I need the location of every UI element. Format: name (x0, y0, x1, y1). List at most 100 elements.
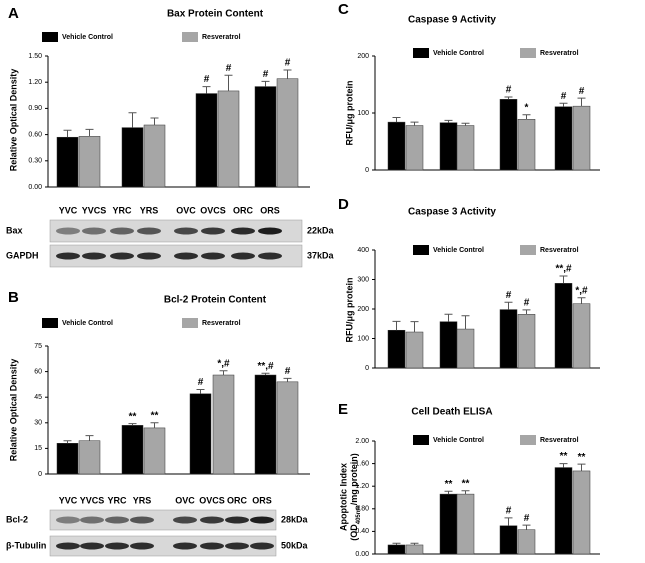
lane-label: ORS (260, 205, 280, 215)
bar (387, 121, 406, 171)
blot-band (173, 516, 197, 524)
blot-band (80, 516, 104, 524)
error-bar (577, 297, 586, 304)
bar (572, 470, 591, 555)
y-tick-label: 100 (357, 110, 369, 117)
legend-label: Resveratrol (202, 34, 241, 41)
y-tick-label: 0.00 (28, 184, 42, 191)
y-tick-label: 75 (34, 343, 42, 350)
blot-band (173, 542, 197, 550)
bar (499, 525, 518, 555)
blot-band (258, 252, 282, 260)
blot-band (201, 252, 225, 260)
error-bar (504, 517, 513, 526)
lane-label: ORC (227, 495, 248, 505)
y-tick-label: 1.60 (355, 460, 369, 467)
error-bar (444, 119, 453, 123)
error-bar (224, 74, 233, 91)
bar (554, 467, 573, 555)
error-bar (444, 313, 453, 322)
significance-mark: # (506, 505, 512, 516)
chart-title: Caspase 3 Activity (408, 207, 496, 218)
y-axis-label: Relative Optical Density (8, 69, 18, 172)
y-tick-label: 0.30 (28, 158, 42, 165)
error-bar (461, 122, 470, 126)
y-tick-label: 0.90 (28, 105, 42, 112)
error-bar (261, 80, 270, 87)
chart-title: Bax Protein Content (167, 9, 264, 20)
significance-mark: # (285, 366, 291, 377)
blot-row-label: Bcl-2 (6, 514, 28, 524)
bar (195, 93, 218, 188)
error-bar (128, 112, 137, 128)
bar (456, 328, 475, 369)
blot-strip (49, 535, 277, 557)
legend-swatch (520, 435, 536, 445)
error-bar (504, 301, 513, 310)
legend-swatch (182, 32, 198, 42)
bar (456, 493, 475, 555)
y-tick-label: 2.00 (355, 438, 369, 445)
y-tick-label: 60 (34, 368, 42, 375)
y-axis-label-part: (OD (349, 524, 359, 541)
bar (217, 90, 240, 188)
bar (517, 119, 536, 171)
error-bar (392, 542, 401, 545)
y-axis-label: Relative Optical Density (8, 359, 18, 462)
blot-size-label: 37kDa (307, 250, 335, 260)
significance-mark: # (524, 513, 530, 524)
blot-row-label: GAPDH (6, 250, 39, 260)
panel-letter: D (338, 196, 349, 213)
legend-label: Resveratrol (202, 320, 241, 327)
bar (143, 427, 166, 475)
bar (78, 440, 101, 475)
significance-mark: # (198, 377, 204, 388)
bar (456, 125, 475, 171)
y-axis-label-line: Apoptotic Index (338, 463, 348, 531)
bar (554, 283, 573, 369)
panel-letter: B (8, 289, 19, 306)
bar (276, 78, 299, 188)
lane-label: OVC (176, 205, 196, 215)
bar (56, 136, 79, 188)
bar (254, 86, 277, 188)
error-bar (128, 423, 137, 426)
significance-mark: # (285, 58, 291, 69)
error-bar (63, 440, 72, 444)
blot-band (110, 252, 134, 260)
significance-mark: *,# (217, 358, 230, 369)
legend-swatch (413, 245, 429, 255)
blot-band (250, 542, 274, 550)
y-tick-label: 15 (34, 445, 42, 452)
lane-label: OVCS (200, 205, 226, 215)
blot-band (56, 252, 80, 260)
bar (405, 544, 424, 555)
y-tick-label: 300 (357, 276, 369, 283)
bar (517, 314, 536, 369)
bar (387, 544, 406, 555)
lane-label: YRS (140, 205, 159, 215)
significance-mark: # (506, 290, 512, 301)
bar (405, 331, 424, 369)
blot-size-label: 22kDa (307, 225, 335, 235)
significance-mark: ** (151, 410, 159, 421)
y-tick-label: 45 (34, 394, 42, 401)
lane-label: ORS (252, 495, 272, 505)
blot-band (231, 227, 255, 235)
bar (78, 136, 101, 188)
y-axis-label-part: /mg protein) (349, 453, 359, 505)
lane-label: OVC (175, 495, 195, 505)
blot-strip (49, 509, 277, 531)
legend-label: Vehicle Control (433, 50, 484, 57)
error-bar (410, 542, 419, 545)
significance-mark: * (525, 102, 529, 113)
bar (143, 124, 166, 188)
legend-swatch (42, 318, 58, 328)
bar (212, 374, 235, 475)
error-bar (461, 315, 470, 330)
blot-size-label: 50kDa (281, 540, 309, 550)
chart-title: Cell Death ELISA (411, 407, 492, 418)
legend-swatch (42, 32, 58, 42)
